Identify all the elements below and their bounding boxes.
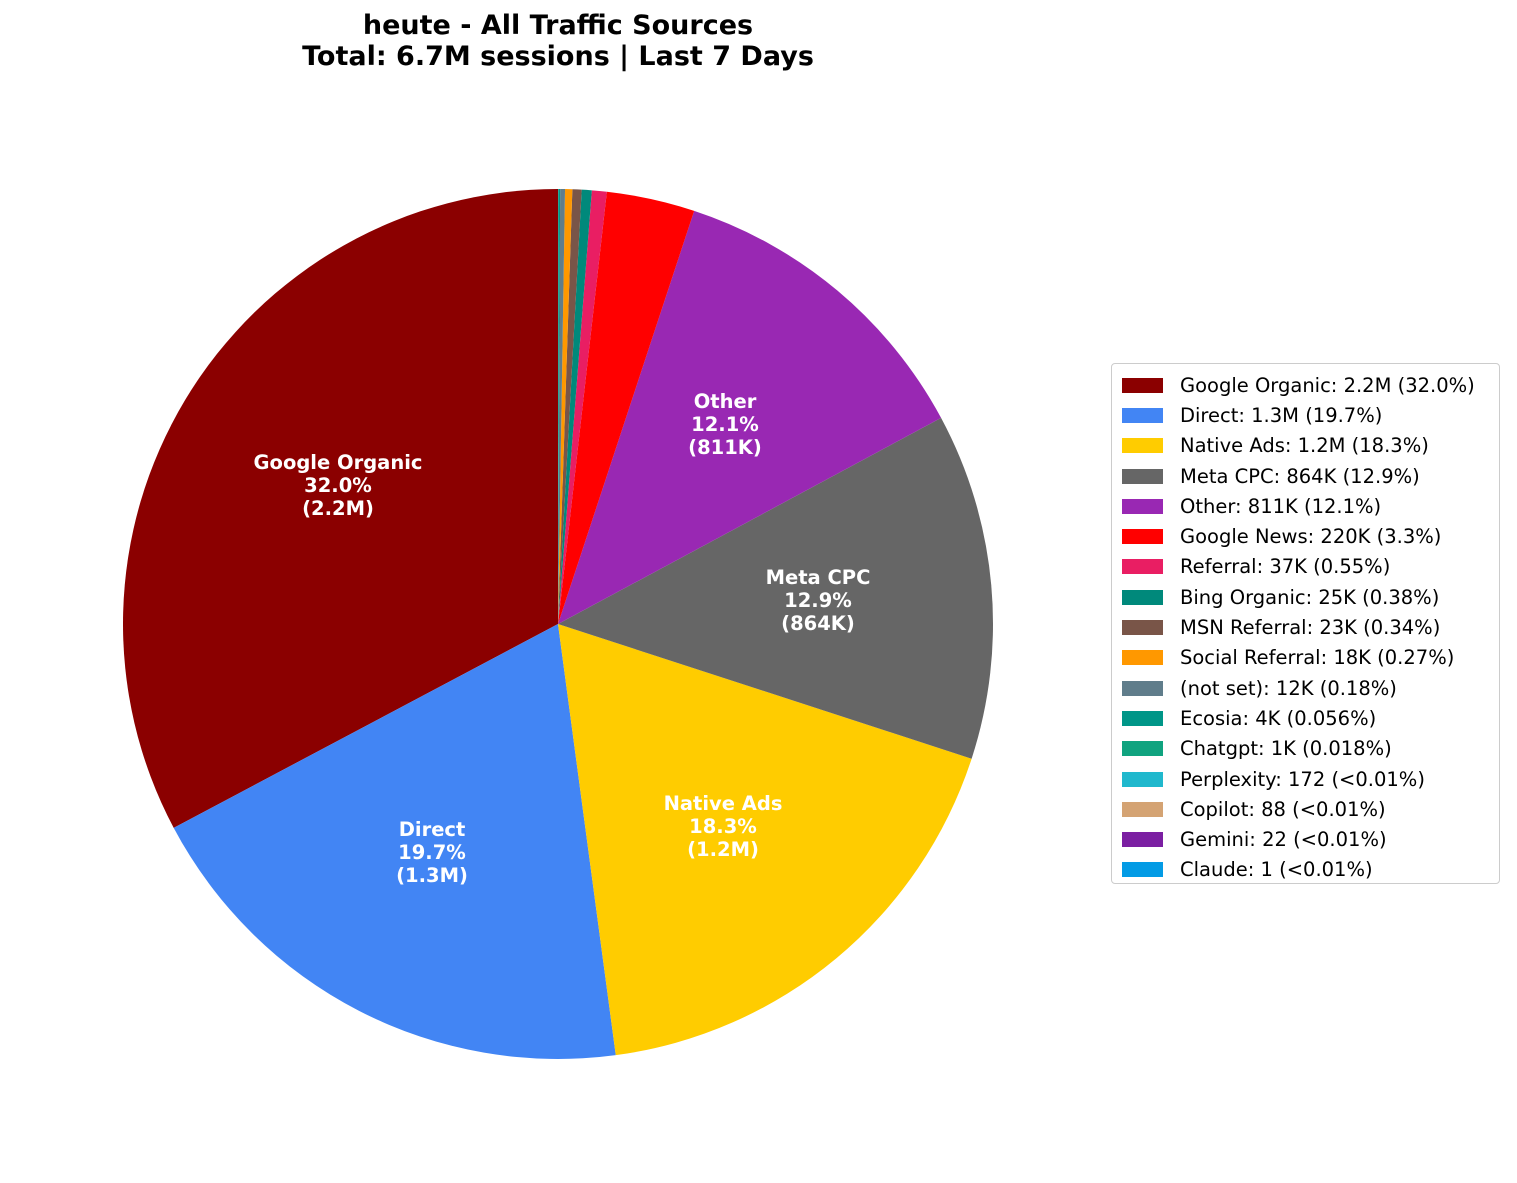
pie-slice-social-referral (558, 189, 573, 624)
pie-slice-google-news (558, 191, 695, 624)
legend-item: Other: 811K (12.1%) (1112, 491, 1499, 521)
legend-swatch (1122, 407, 1163, 423)
legend-item: Gemini: 22 (<0.01%) (1112, 824, 1499, 854)
legend-swatch (1122, 650, 1163, 666)
legend-item: Referral: 37K (0.55%) (1112, 552, 1499, 582)
pie-slice-bing-organic (558, 189, 592, 624)
legend-label: Gemini: 22 (<0.01%) (1180, 828, 1387, 852)
pie-slice-direct (173, 624, 616, 1059)
legend-swatch (1122, 438, 1163, 454)
legend-swatch (1122, 377, 1163, 393)
pie-slice-labels: Google Organic 32.0% (2.2M) Direct 19.7% (1.3… (254, 390, 871, 887)
legend-item: MSN Referral: 23K (0.34%) (1112, 612, 1499, 642)
legend-swatch (1122, 771, 1163, 787)
legend: Google Organic: 2.2M (32.0%) Direct: 1.3M… (1111, 363, 1500, 884)
legend-label: Bing Organic: 25K (0.38%) (1180, 585, 1440, 609)
slice-label: Google Organic 32.0% (2.2M) (254, 451, 423, 520)
pie-slices (122, 188, 994, 1059)
pie-slice-other (558, 210, 942, 624)
legend-swatch (1122, 741, 1163, 757)
legend-item: (not set): 12K (0.18%) (1112, 673, 1499, 703)
legend-label: Other: 811K (12.1%) (1180, 494, 1382, 518)
legend-item: Claude: 1 (<0.01%) (1112, 855, 1499, 885)
legend-item: Social Referral: 18K (0.27%) (1112, 643, 1499, 673)
pie-slice-ecosia (558, 189, 561, 625)
legend-swatch (1122, 680, 1163, 696)
pie-slice-not-set (558, 189, 566, 624)
legend-item: Chatgpt: 1K (0.018%) (1112, 734, 1499, 764)
legend-item: Meta CPC: 864K (12.9%) (1112, 461, 1499, 491)
legend-item: Ecosia: 4K (0.056%) (1112, 703, 1499, 733)
pie-slice-native-ads (558, 624, 972, 1056)
chart-title: heute - All Traffic Sources Total: 6.7M … (0, 10, 1116, 72)
pie-slice-msn-referral (558, 189, 582, 625)
legend-swatch (1122, 862, 1163, 878)
slice-label: Native Ads 18.3% (1.2M) (664, 792, 783, 861)
legend-swatch (1122, 710, 1163, 726)
legend-label: Direct: 1.3M (19.7%) (1180, 403, 1383, 427)
legend-swatch (1122, 498, 1163, 514)
legend-item: Native Ads: 1.2M (18.3%) (1112, 431, 1499, 461)
legend-label: Google Organic: 2.2M (32.0%) (1180, 373, 1475, 397)
legend-label: Native Ads: 1.2M (18.3%) (1180, 434, 1429, 458)
slice-label: Other 12.1% (811K) (688, 390, 762, 459)
legend-swatch (1122, 589, 1163, 605)
pie-slice-meta-cpc (558, 417, 994, 759)
legend-item: Copilot: 88 (<0.01%) (1112, 794, 1499, 824)
pie-slice-referral (558, 190, 607, 625)
slice-label: Direct 19.7% (1.3M) (396, 818, 468, 887)
slice-label: Meta CPC 12.9% (864K) (766, 566, 871, 635)
legend-label: Social Referral: 18K (0.27%) (1180, 646, 1455, 670)
legend-label: Google News: 220K (3.3%) (1180, 525, 1442, 549)
legend-label: Ecosia: 4K (0.056%) (1180, 706, 1377, 730)
legend-label: (not set): 12K (0.18%) (1180, 676, 1397, 700)
legend-label: Chatgpt: 1K (0.018%) (1180, 737, 1392, 761)
pie-chart: Google Organic 32.0% (2.2M) Direct 19.7% (1.3… (122, 188, 994, 1059)
legend-label: Meta CPC: 864K (12.9%) (1180, 464, 1420, 488)
legend-item: Google Organic: 2.2M (32.0%) (1112, 370, 1499, 400)
legend-item: Google News: 220K (3.3%) (1112, 521, 1499, 551)
legend-label: Perplexity: 172 (<0.01%) (1180, 767, 1425, 791)
legend-item: Direct: 1.3M (19.7%) (1112, 400, 1499, 430)
chart-title-line1: heute - All Traffic Sources (362, 10, 754, 41)
legend-swatch (1122, 559, 1163, 575)
legend-swatch (1122, 468, 1163, 484)
pie-slice-google-organic (122, 189, 559, 828)
legend-swatch (1122, 529, 1163, 545)
legend-swatch (1122, 801, 1163, 817)
pie-slice-chatgpt (558, 189, 559, 625)
legend-swatch (1122, 832, 1163, 848)
legend-label: Referral: 37K (0.55%) (1180, 555, 1391, 579)
legend-label: Claude: 1 (<0.01%) (1180, 858, 1373, 882)
chart-title-line2: Total: 6.7M sessions | Last 7 Days (302, 41, 814, 72)
legend-item: Bing Organic: 25K (0.38%) (1112, 582, 1499, 612)
legend-item: Perplexity: 172 (<0.01%) (1112, 764, 1499, 794)
legend-label: MSN Referral: 23K (0.34%) (1180, 616, 1441, 640)
legend-label: Copilot: 88 (<0.01%) (1180, 797, 1386, 821)
legend-swatch (1122, 620, 1163, 636)
